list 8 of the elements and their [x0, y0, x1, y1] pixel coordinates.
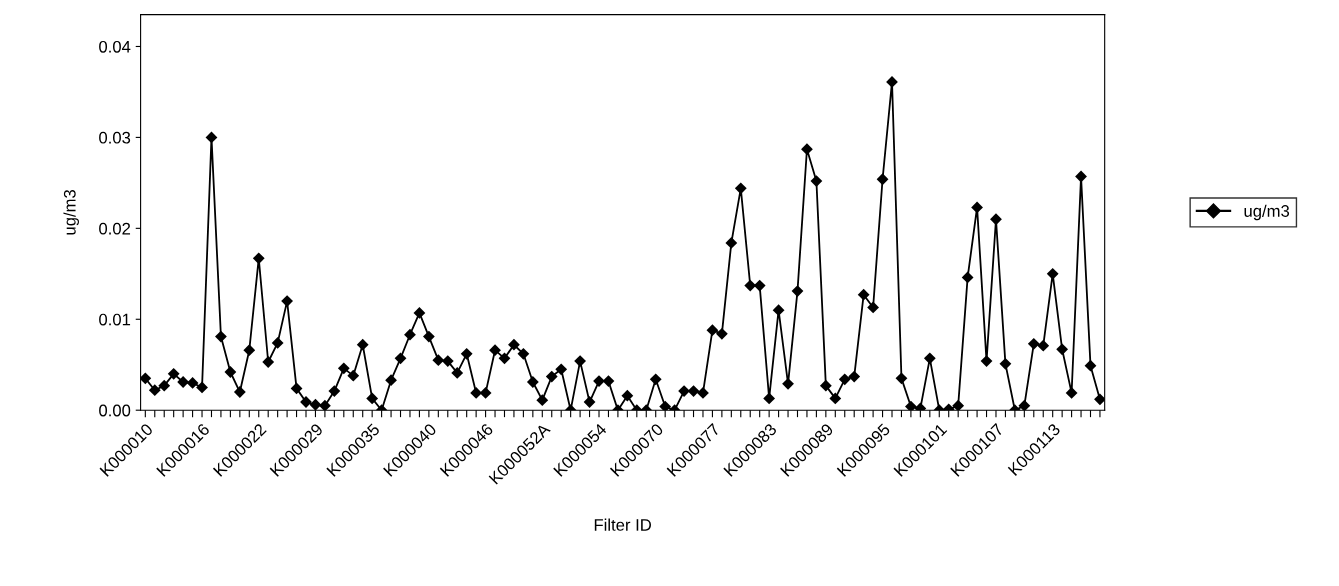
y-tick-label: 0.00 — [99, 404, 131, 417]
y-axis-title: ug/m3 — [63, 189, 79, 235]
x-axis-title: Filter ID — [594, 518, 652, 531]
legend-label: ug/m3 — [1244, 204, 1290, 221]
y-tick-label: 0.03 — [99, 131, 131, 144]
y-tick-label: 0.01 — [99, 313, 131, 326]
y-tick-label: 0.04 — [99, 40, 131, 53]
y-tick-label: 0.02 — [99, 222, 131, 235]
